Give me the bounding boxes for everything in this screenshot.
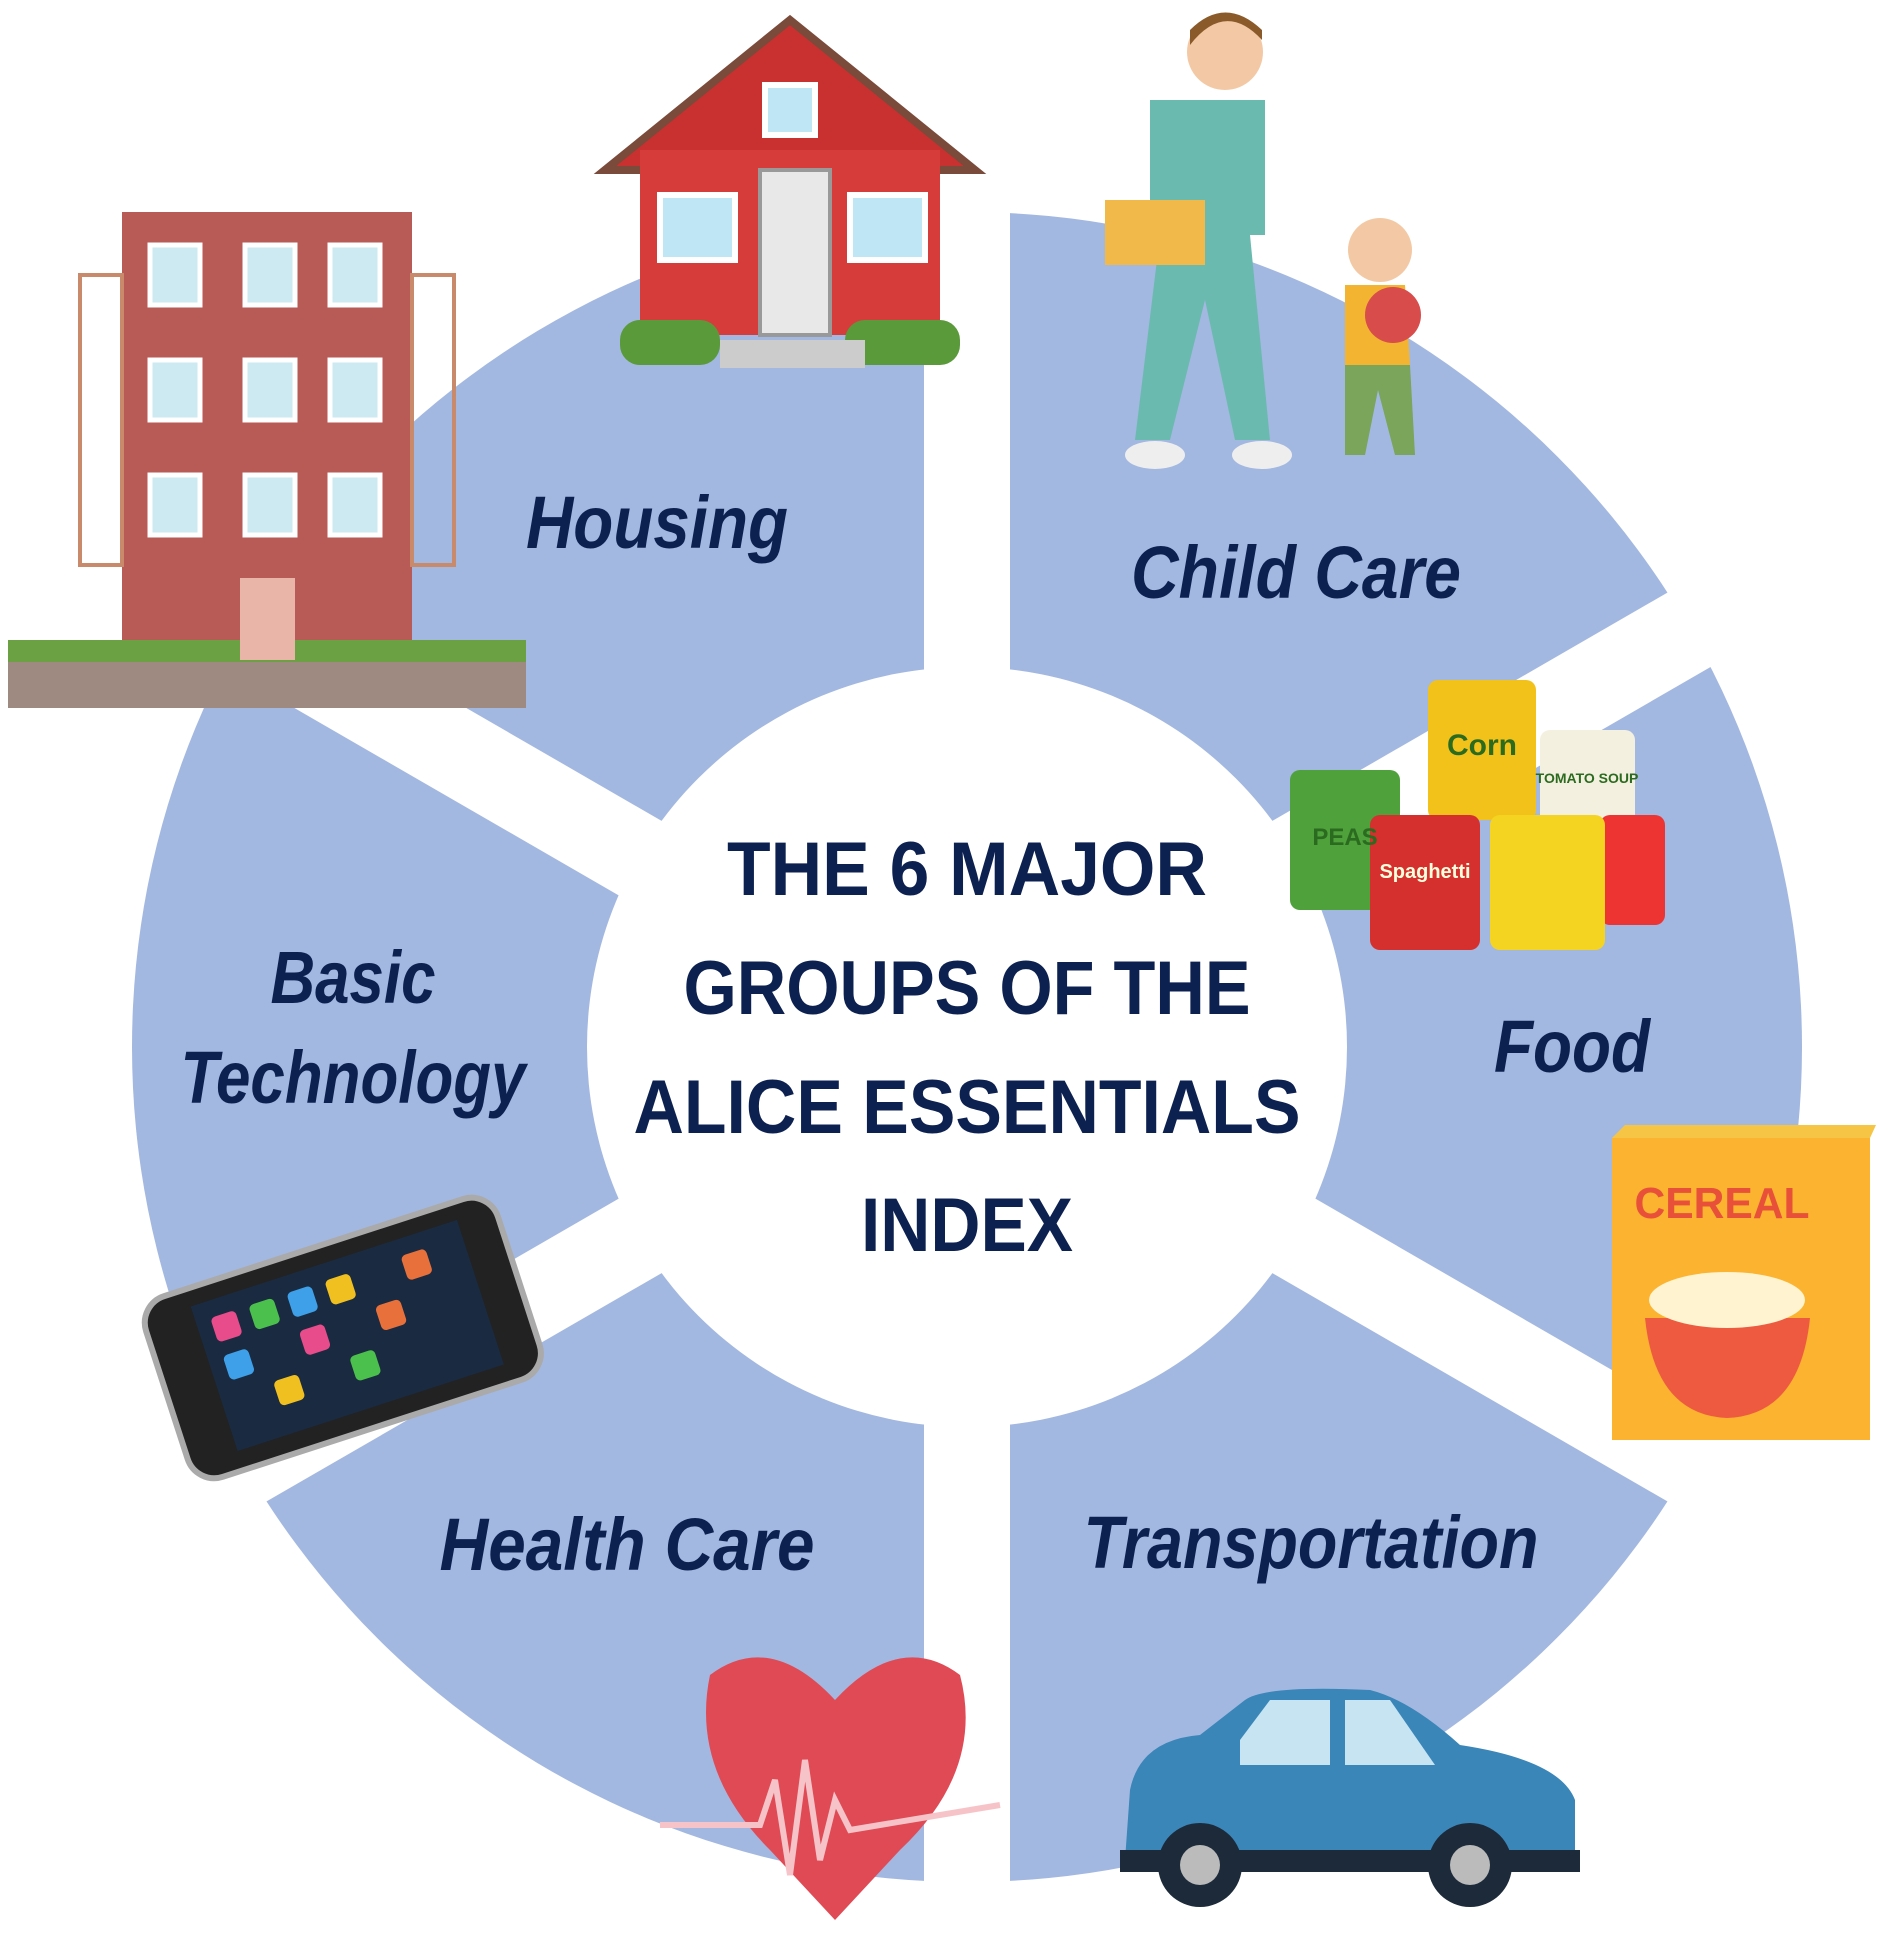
heart-icon: [660, 1657, 1001, 1920]
group-label: Transportation: [1084, 1501, 1539, 1584]
group-label: Technology: [181, 1036, 529, 1119]
group-label: Basic: [271, 936, 436, 1019]
group-label: Child Care: [1131, 531, 1461, 614]
center-title: THE 6 MAJOR: [727, 827, 1207, 912]
phone-icon: [141, 1194, 544, 1482]
child-care-icon: [1105, 12, 1421, 469]
group-label: Housing: [526, 481, 788, 564]
can-label: Spaghetti: [1379, 861, 1470, 883]
car-icon: [1120, 1688, 1580, 1907]
center-circle: [587, 667, 1347, 1427]
cereal-icon: CEREAL: [1612, 1125, 1876, 1440]
can-label: TOMATO SOUP: [1536, 770, 1639, 786]
can-label: PEAS: [1312, 824, 1377, 851]
cereal-label: CEREAL: [1635, 1179, 1810, 1228]
food-icon: Corn PEAS TOMATO SOUP Spaghetti: [1290, 680, 1665, 950]
can-label: Corn: [1447, 729, 1517, 762]
center-title: INDEX: [861, 1183, 1073, 1268]
apartment-icon: [8, 212, 526, 708]
group-label: Food: [1494, 1005, 1652, 1088]
center-title: ALICE ESSENTIALS: [634, 1065, 1301, 1150]
group-label: Health Care: [440, 1503, 815, 1586]
house-icon: [593, 14, 987, 368]
center-title: GROUPS OF THE: [684, 946, 1251, 1031]
